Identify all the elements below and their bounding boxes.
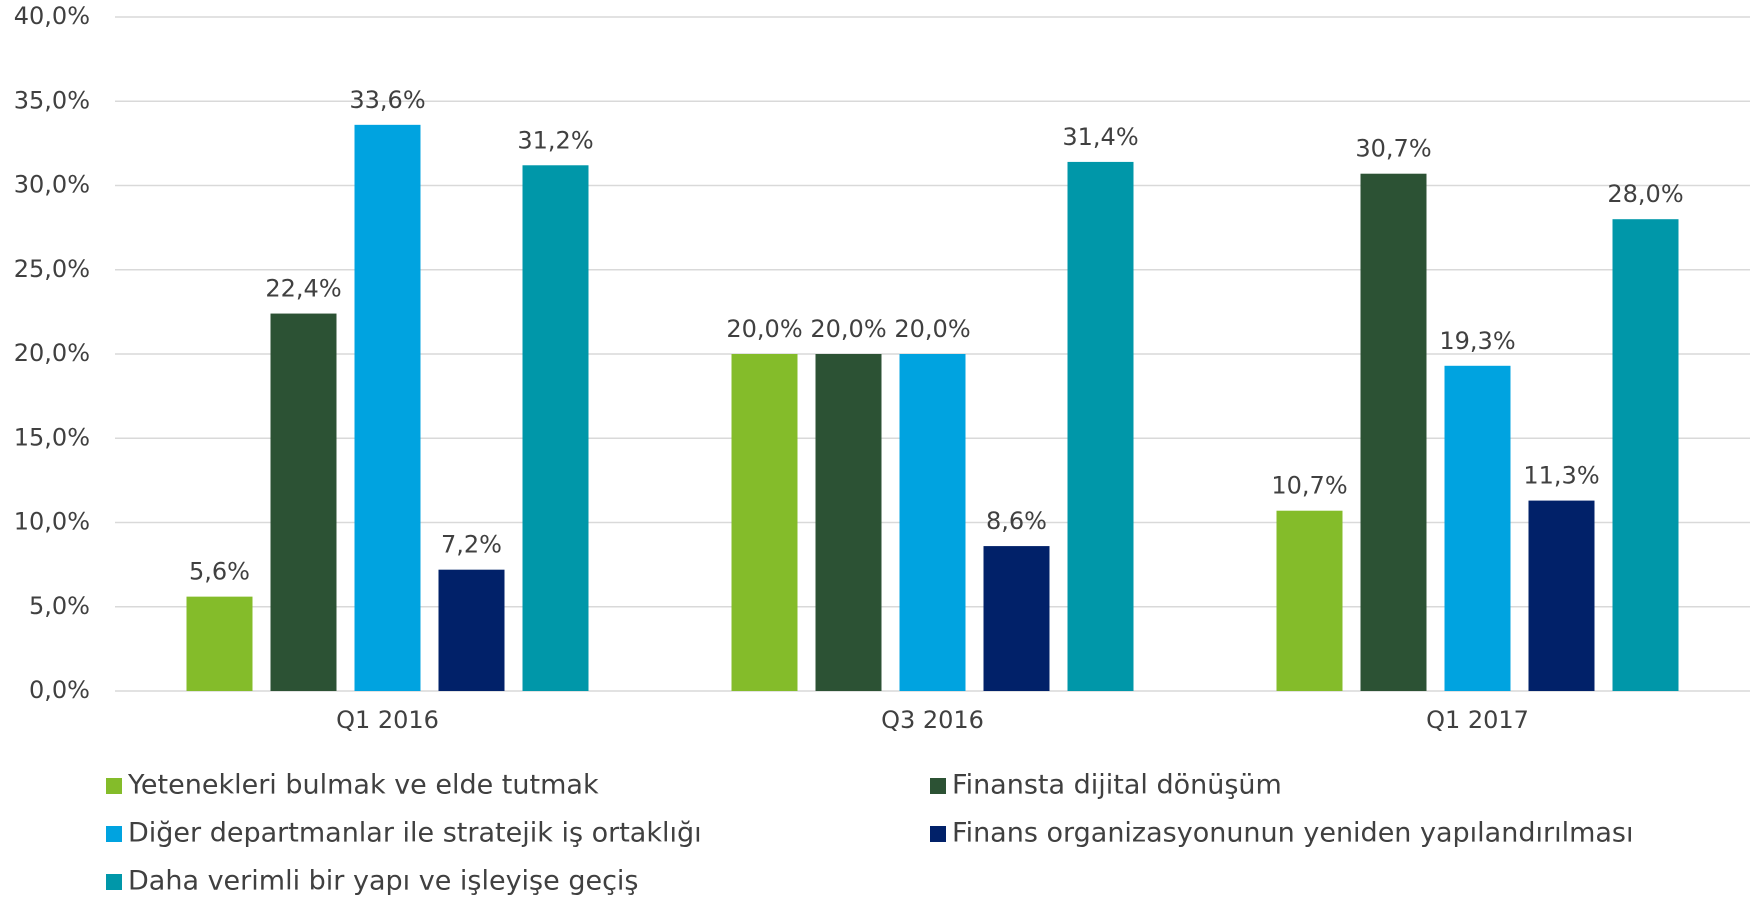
- data-label: 7,2%: [441, 531, 502, 559]
- data-label: 30,7%: [1355, 135, 1431, 163]
- data-label: 10,7%: [1271, 472, 1347, 500]
- bar: [1276, 510, 1343, 691]
- bar: [186, 596, 253, 691]
- data-label: 19,3%: [1439, 327, 1515, 355]
- data-label: 33,6%: [349, 86, 425, 114]
- y-tick-label: 40,0%: [14, 2, 90, 30]
- y-tick-label: 30,0%: [14, 171, 90, 199]
- data-label: 31,2%: [517, 126, 593, 154]
- y-tick-label: 0,0%: [29, 676, 90, 704]
- data-label: 5,6%: [189, 558, 250, 586]
- bar: [983, 546, 1050, 691]
- data-label: 20,0%: [726, 315, 802, 343]
- legend-label: Diğer departmanlar ile stratejik iş orta…: [128, 818, 702, 849]
- legend-swatch: [930, 778, 946, 794]
- legend-swatch: [106, 826, 122, 842]
- bar: [1444, 365, 1511, 691]
- legend-label: Finansta dijital dönüşüm: [952, 770, 1282, 801]
- x-tick-label: Q1 2017: [1426, 706, 1529, 734]
- legend-swatch: [930, 826, 946, 842]
- data-label: 20,0%: [810, 315, 886, 343]
- legend-label: Daha verimli bir yapı ve işleyişe geçiş: [128, 866, 638, 897]
- bar: [354, 124, 421, 692]
- legend-swatch: [106, 874, 122, 890]
- legend-swatch: [106, 778, 122, 794]
- data-label: 20,0%: [894, 315, 970, 343]
- x-tick-label: Q1 2016: [336, 706, 439, 734]
- x-tick-label: Q3 2016: [881, 706, 984, 734]
- y-tick-label: 35,0%: [14, 86, 90, 114]
- bar: [899, 354, 966, 691]
- bar: [815, 354, 882, 691]
- data-label: 22,4%: [265, 275, 341, 303]
- data-label: 28,0%: [1607, 180, 1683, 208]
- bar: [1612, 219, 1679, 691]
- bar: [522, 165, 589, 691]
- y-tick-label: 15,0%: [14, 423, 90, 451]
- bar: [270, 313, 337, 691]
- y-tick-label: 5,0%: [29, 592, 90, 620]
- legend-label: Yetenekleri bulmak ve elde tutmak: [127, 770, 599, 801]
- data-label: 8,6%: [986, 507, 1047, 535]
- y-tick-label: 10,0%: [14, 508, 90, 536]
- data-label: 11,3%: [1523, 462, 1599, 490]
- bar: [1067, 161, 1134, 691]
- data-label: 31,4%: [1062, 123, 1138, 151]
- bar: [1360, 173, 1427, 691]
- y-tick-label: 20,0%: [14, 339, 90, 367]
- y-tick-label: 25,0%: [14, 255, 90, 283]
- legend-label: Finans organizasyonunun yeniden yapıland…: [952, 818, 1634, 849]
- bar: [438, 569, 505, 691]
- bar: [1528, 500, 1595, 691]
- bar: [731, 354, 798, 691]
